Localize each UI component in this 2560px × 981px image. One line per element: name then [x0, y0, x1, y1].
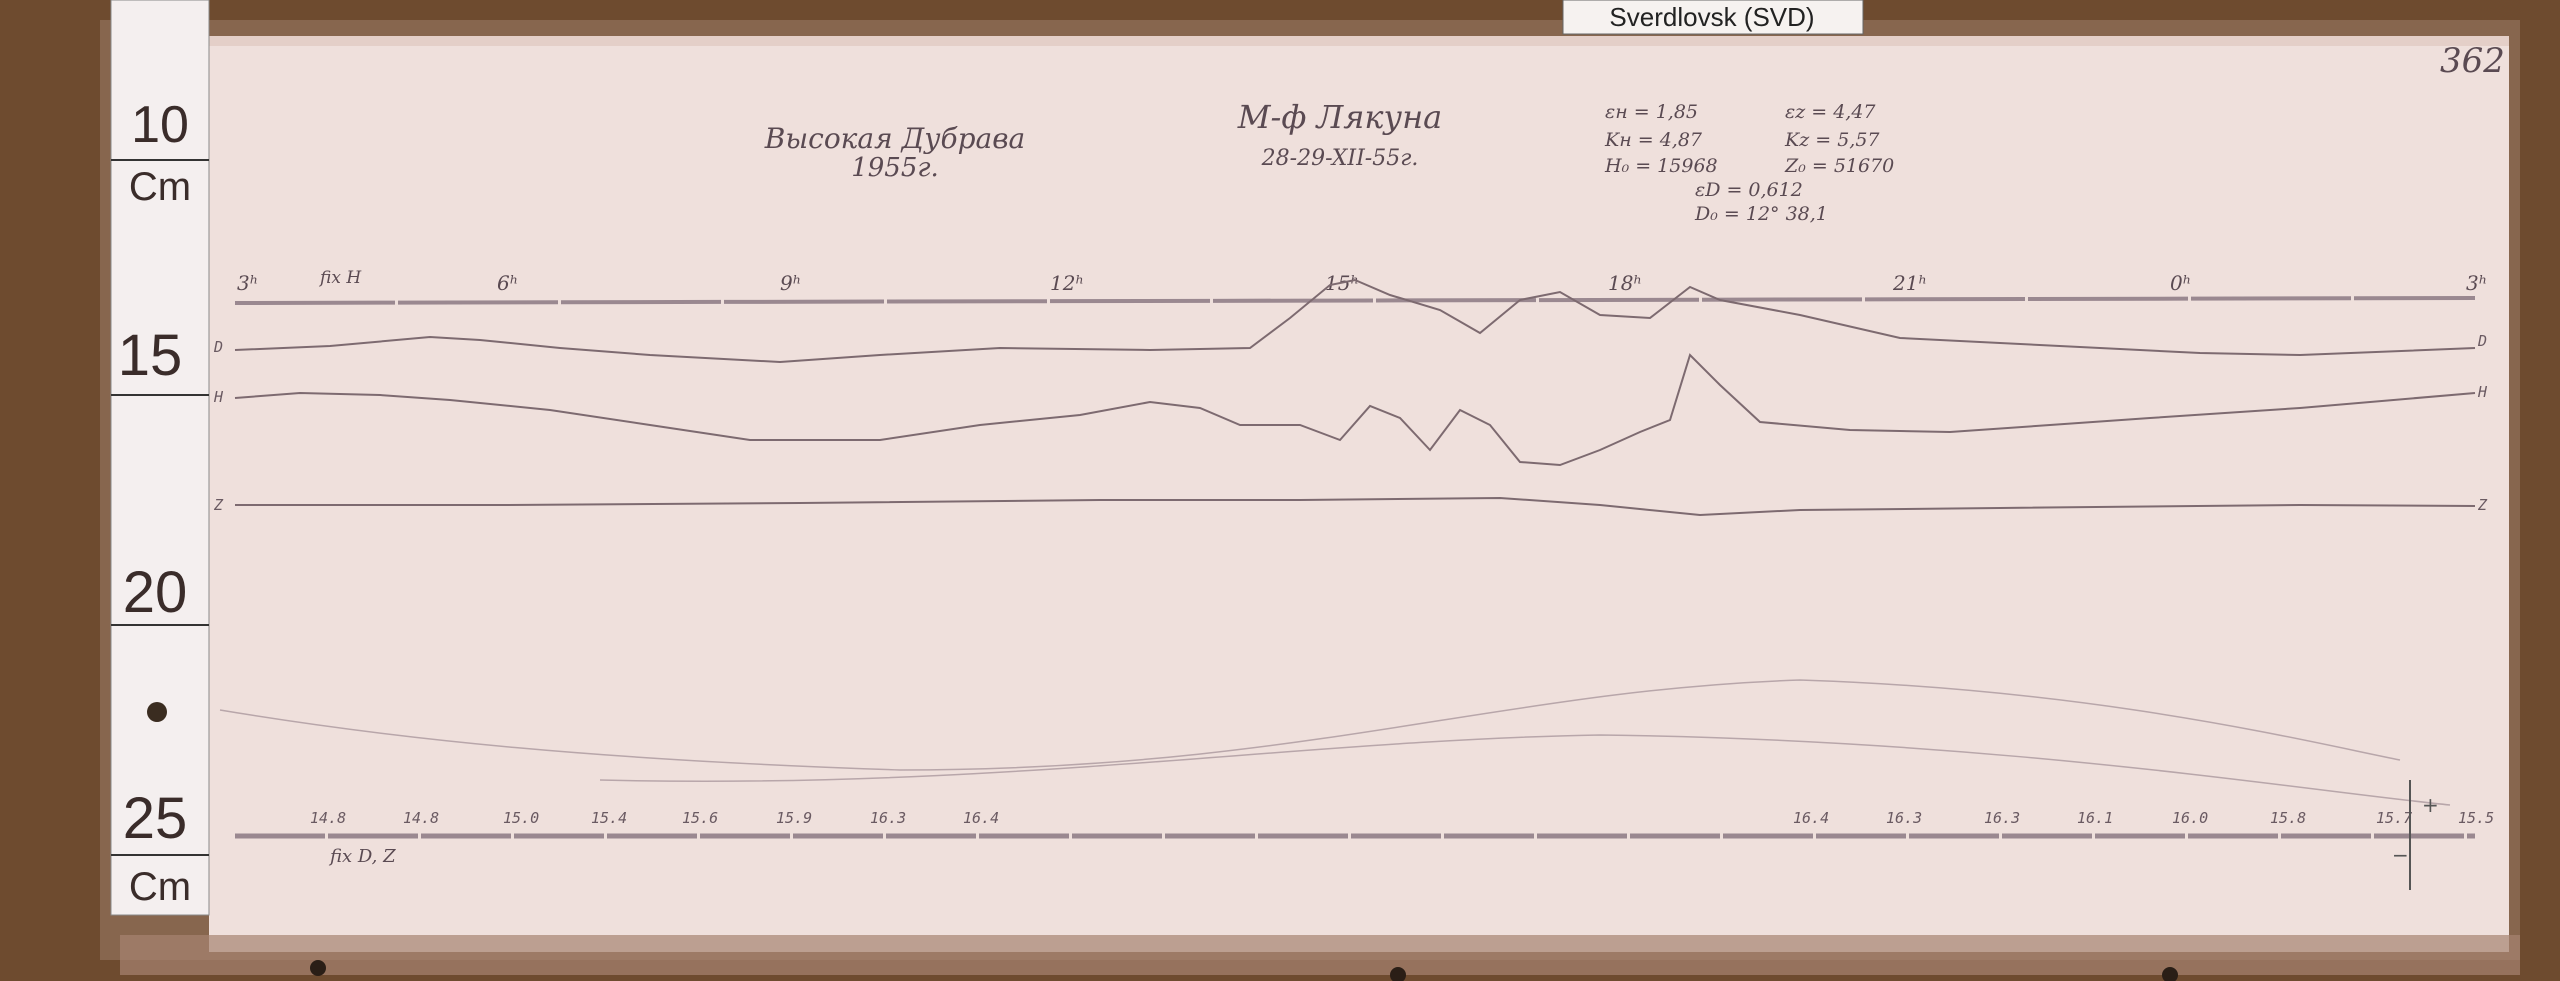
- ruler-mark-20: 20: [123, 560, 188, 625]
- ruler: 10 Cm 15 20 25 Cm: [110, 0, 210, 916]
- station-tag-label: Sverdlovsk (SVD): [1609, 2, 1814, 32]
- ruler-mark-25: 25: [123, 786, 188, 851]
- bottom-value: 16.4: [1793, 809, 1829, 827]
- hour-label: 3ʰ: [2466, 271, 2487, 295]
- hour-label: 18ʰ: [1608, 271, 1642, 295]
- bottom-value: 16.3: [1984, 809, 2020, 827]
- const-eps-h: εн = 1,85: [1605, 101, 1698, 123]
- ruler-strip: [110, 0, 210, 916]
- fix-dz-label: fix D, Z: [328, 846, 396, 867]
- const-k-z: Kz = 5,57: [1784, 129, 1880, 151]
- year: 1955г.: [851, 153, 939, 183]
- trace-label-d-left: D: [213, 338, 223, 356]
- const-z0: Z₀ = 51670: [1784, 155, 1894, 177]
- frame-screw: [2162, 967, 2178, 981]
- bottom-value: 15.7: [2376, 809, 2412, 827]
- const-eps-z: εz = 4,47: [1785, 101, 1876, 123]
- bottom-value: 15.0: [503, 809, 539, 827]
- trace-z: [235, 496, 2476, 517]
- bottom-value: 14.8: [310, 809, 346, 827]
- paper-sheet: [209, 36, 2509, 952]
- bottom-rail: [120, 935, 2520, 975]
- trace-label-d-right: D: [2477, 332, 2487, 350]
- faint-trace-2: [599, 734, 2451, 806]
- trace-h: [234, 353, 2476, 467]
- faint-trace-1: [219, 679, 2401, 771]
- frame-screw: [1390, 967, 1406, 981]
- station-tag: [1562, 0, 1864, 35]
- bottom-value: 14.8: [403, 809, 439, 827]
- const-eps-d: εD = 0,612: [1695, 179, 1803, 201]
- paper-edge: [209, 36, 2509, 46]
- sheet-number: 362: [2440, 41, 2505, 81]
- hour-label: 21ʰ: [1892, 271, 1927, 295]
- bottom-value: 15.8: [2270, 809, 2306, 827]
- hour-label: 0ʰ: [2170, 271, 2191, 295]
- constants-block: εн = 1,85 εz = 4,47 Kн = 4,87 Kz = 5,57 …: [1604, 101, 1894, 225]
- minus-sign: −: [2392, 843, 2409, 867]
- bottom-value: 16.4: [963, 809, 999, 827]
- bottom-value: 16.3: [1886, 809, 1922, 827]
- bottom-value: 16.3: [870, 809, 906, 827]
- time-baseline: [234, 296, 2476, 305]
- record-dates: 28-29-XII-55г.: [1261, 146, 1419, 171]
- const-k-h: Kн = 4,87: [1604, 129, 1703, 151]
- hour-labels: 3ʰ 6ʰ 9ʰ 12ʰ 15ʰ 18ʰ 21ʰ 0ʰ 3ʰ: [237, 271, 2487, 295]
- trace-label-h-left: H: [213, 388, 224, 406]
- hour-label: 3ʰ: [237, 271, 258, 295]
- hour-label: 12ʰ: [1050, 271, 1084, 295]
- plus-sign: +: [2422, 793, 2439, 817]
- trace-labels: D H Z D H Z: [213, 332, 2488, 514]
- trace-label-h-right: H: [2477, 383, 2488, 401]
- traces: [219, 278, 2476, 806]
- bottom-value: 15.6: [682, 809, 718, 827]
- hour-label: 9ʰ: [780, 271, 801, 295]
- bottom-value: 16.1: [2077, 809, 2113, 827]
- bottom-value: 15.5: [2458, 809, 2494, 827]
- const-h0: H₀ = 15968: [1604, 155, 1718, 177]
- trace-label-z-left: Z: [213, 496, 224, 514]
- ruler-mark-10: 10: [131, 96, 189, 154]
- bottom-values: 14.8 14.8 15.0 15.4 15.6 15.9 16.3 16.4 16.4 16.3…: [310, 809, 2494, 827]
- hour-label: 6ʰ: [497, 271, 518, 295]
- ruler-screw: [147, 702, 167, 722]
- const-d0: D₀ = 12° 38,1: [1694, 203, 1828, 225]
- trace-label-z-right: Z: [2477, 496, 2488, 514]
- bottom-value: 16.0: [2172, 809, 2208, 827]
- fix-h-label: fix H: [318, 268, 362, 288]
- frame-screw: [310, 960, 326, 976]
- ruler-unit-bottom: Cm: [129, 865, 191, 909]
- ruler-mark-15: 15: [118, 323, 183, 388]
- ruler-unit-top: Cm: [129, 165, 191, 209]
- instrument: М-ф Лякуна: [1237, 98, 1443, 136]
- trace-d: [234, 278, 2476, 364]
- bottom-value: 15.4: [591, 809, 627, 827]
- station-name: Высокая Дубрава: [764, 122, 1025, 155]
- bottom-value: 15.9: [776, 809, 812, 827]
